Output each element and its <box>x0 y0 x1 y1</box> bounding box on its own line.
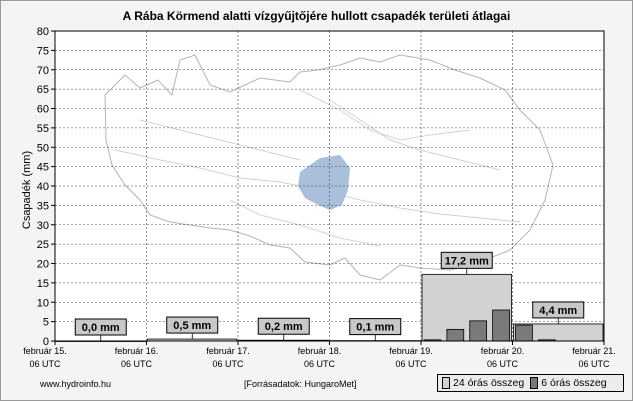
source-website: www.hydroinfo.hu <box>40 379 112 389</box>
y-axis: 0 5 10 15 20 25 30 35 40 45 50 55 60 65 70 75 80 <box>37 26 55 348</box>
y-tick-label: 55 <box>37 123 49 135</box>
y-tick-label: 10 <box>37 297 49 309</box>
value-label: 17,2 mm <box>445 255 489 267</box>
y-tick-label: 70 <box>37 65 49 77</box>
value-label: 4,4 mm <box>539 305 577 317</box>
x-tick-label-time: 06 UTC <box>212 359 244 369</box>
y-tick-label: 45 <box>37 162 49 174</box>
y-tick-label: 60 <box>37 104 49 116</box>
x-tick-label-date: február 19. <box>389 346 433 356</box>
value-label-box <box>257 317 310 335</box>
value-label: 0,0 mm <box>82 322 120 334</box>
legend-label-6h: 6 órás összeg <box>541 377 607 389</box>
catchment-map-background <box>104 54 554 281</box>
bar-6h <box>492 309 510 342</box>
y-tick-label: 20 <box>37 259 49 271</box>
y-tick-label: 0 <box>43 336 49 348</box>
legend-swatch-24h <box>442 377 450 389</box>
x-tick-label-time: 06 UTC <box>304 359 336 369</box>
x-tick-label-time: 06 UTC <box>395 359 427 369</box>
bar-6h <box>446 328 465 342</box>
y-tick-label: 35 <box>37 200 49 212</box>
y-tick-label: 50 <box>37 142 49 154</box>
value-label: 0,1 mm <box>356 322 394 334</box>
y-tick-label: 40 <box>37 181 49 193</box>
plot-border <box>54 30 605 342</box>
x-tick-label-date: február 18. <box>298 346 342 356</box>
x-tick-label-date: február 21. <box>572 346 616 356</box>
bar-6h <box>515 324 533 342</box>
y-tick-label: 30 <box>37 220 49 232</box>
y-tick-label: 15 <box>37 278 49 290</box>
chart-title: A Rába Körmend alatti vízgyűjtőjére hull… <box>122 9 511 23</box>
legend-label-24h: 24 órás összeg <box>453 377 525 389</box>
river-line <box>329 99 501 171</box>
x-tick-label-time: 06 UTC <box>487 359 519 369</box>
x-tick-label-date: február 15. <box>23 346 67 356</box>
value-label-box <box>74 318 127 336</box>
catchment-outline <box>104 54 554 281</box>
bar-6h <box>469 320 488 342</box>
x-tick-label-date: február 16. <box>115 346 159 356</box>
y-tick-label: 5 <box>43 317 49 329</box>
legend-swatch-6h <box>530 377 539 389</box>
river-line <box>139 119 301 161</box>
daily-value-labels: 0,0 mm 0,5 mm 0,2 mm 0,1 mm 17,2 mm 4,4 mm <box>74 251 585 341</box>
lake-shape <box>298 155 350 210</box>
y-tick-label: 75 <box>37 45 49 57</box>
series-6h <box>423 309 556 342</box>
value-label-box <box>166 316 219 334</box>
value-label: 0,2 mm <box>265 321 303 333</box>
value-label-box <box>532 301 585 319</box>
value-label-box <box>440 251 493 269</box>
x-tick-label-time: 06 UTC <box>578 359 610 369</box>
x-tick-label-time: 06 UTC <box>121 359 153 369</box>
value-label-box <box>349 318 402 336</box>
grid <box>55 31 604 341</box>
border-line <box>299 89 471 141</box>
y-tick-label: 80 <box>37 26 49 38</box>
x-tick-label-date: február 20. <box>481 346 525 356</box>
x-tick-label-time: 06 UTC <box>29 359 61 369</box>
y-tick-label: 25 <box>37 239 49 251</box>
x-axis: február 15. 06 UTC február 16. 06 UTC februá… <box>23 341 616 369</box>
data-source-note: [Forrásadatok: HungaroMet] <box>244 379 357 389</box>
y-tick-label: 65 <box>37 84 49 96</box>
legend: 24 órás összeg 6 órás összeg <box>437 374 624 392</box>
value-label: 0,5 mm <box>173 320 211 332</box>
x-tick-label-date: február 17. <box>206 346 250 356</box>
